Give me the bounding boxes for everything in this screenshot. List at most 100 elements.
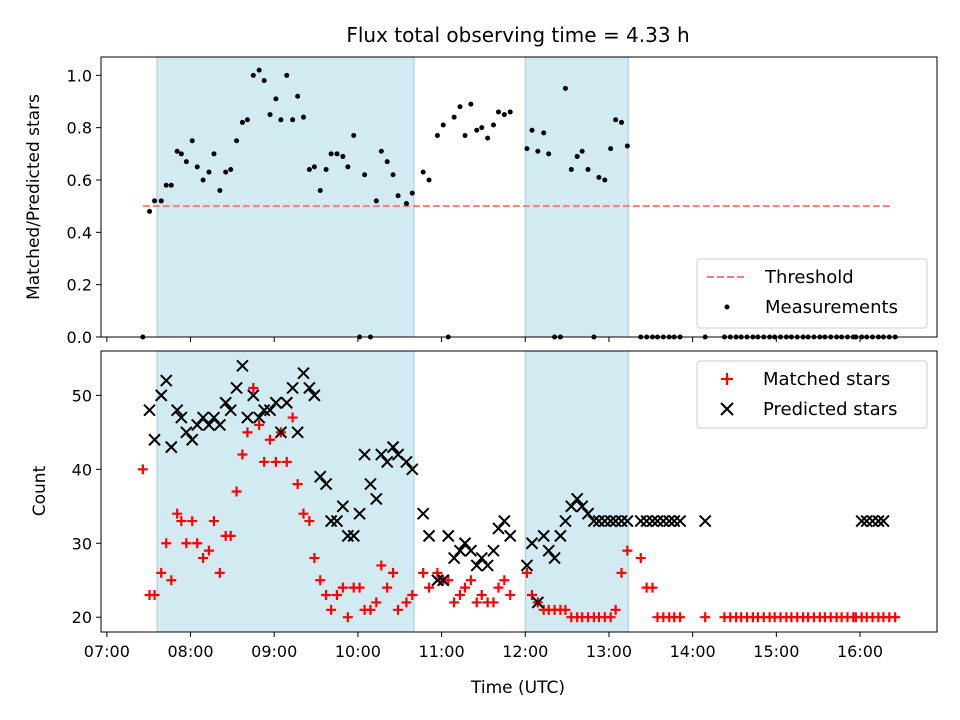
matched-star-point xyxy=(605,612,616,623)
matched-star-point xyxy=(616,567,627,578)
predicted-star-point xyxy=(866,514,879,528)
predicted-star-point xyxy=(587,514,601,528)
matched-star-point xyxy=(418,567,429,578)
predicted-star-point xyxy=(180,426,193,439)
predicted-star-point xyxy=(646,514,659,528)
measurement-point xyxy=(273,96,279,102)
legend-measurements-marker xyxy=(724,304,730,310)
predicted-star-point xyxy=(297,366,310,380)
predicted-star-point xyxy=(155,389,168,402)
measurement-point xyxy=(495,109,501,115)
top-panel-ylabel: Matched/Predicted stars xyxy=(24,94,44,300)
measurement-point xyxy=(323,167,329,173)
predicted-star-point xyxy=(406,463,419,476)
matched-star-point xyxy=(476,590,487,601)
measurement-point xyxy=(206,169,212,175)
matched-star-point xyxy=(137,464,148,475)
measurement-point xyxy=(168,182,174,188)
measurement-point xyxy=(284,72,290,78)
predicted-star-point xyxy=(314,470,327,483)
matched-star-point xyxy=(401,597,412,608)
predicted-star-point xyxy=(170,403,184,417)
predicted-star-point xyxy=(604,514,617,528)
matched-star-point xyxy=(393,604,404,615)
matched-star-point xyxy=(315,575,326,586)
measurement-point xyxy=(250,72,256,78)
matched-star-point xyxy=(225,530,236,541)
measurement-point xyxy=(409,190,415,196)
legend-predicted-marker xyxy=(720,402,734,416)
predicted-star-point xyxy=(186,433,199,446)
matched-star-point xyxy=(342,612,353,623)
measurement-point xyxy=(579,148,585,154)
predicted-star-point xyxy=(698,514,712,528)
predicted-star-point xyxy=(657,514,670,528)
bottom-panel-shading xyxy=(156,350,629,633)
x-tick-label: 10:00 xyxy=(335,642,381,661)
top-panel-y-axis: 0.0 0.2 0.4 0.6 0.8 1.0 xyxy=(67,66,101,347)
predicted-star-point xyxy=(353,507,366,520)
measurement-point xyxy=(485,135,491,141)
predicted-star-point xyxy=(213,418,227,432)
x-axis-label: Time (UTC) xyxy=(470,678,565,698)
predicted-star-point xyxy=(364,477,377,491)
matched-star-point xyxy=(610,604,621,615)
matched-star-point xyxy=(488,597,499,608)
measurement-point xyxy=(340,153,346,159)
matched-star-point xyxy=(254,419,265,430)
measurement-point xyxy=(490,122,496,128)
measurement-point xyxy=(217,187,223,193)
y-tick-label: 40 xyxy=(72,460,92,479)
matched-star-point xyxy=(493,582,504,593)
matched-star-point xyxy=(198,553,209,564)
predicted-star-point xyxy=(877,514,890,528)
matched-star-point xyxy=(647,582,658,593)
predicted-star-point xyxy=(537,529,550,543)
measurement-point xyxy=(596,174,602,180)
measurement-point xyxy=(529,127,535,133)
measurement-point xyxy=(608,146,614,152)
measurement-point xyxy=(158,198,164,204)
measurement-point xyxy=(562,85,568,91)
matched-star-point xyxy=(192,538,203,549)
matched-star-point xyxy=(443,575,454,586)
predicted-star-point xyxy=(422,529,436,543)
legend-measurements-label: Measurements xyxy=(765,297,898,318)
x-tick-label: 15:00 xyxy=(753,642,799,661)
predicted-star-point xyxy=(202,418,216,432)
legend-predicted-label: Predicted stars xyxy=(763,399,897,420)
measurement-point xyxy=(546,151,552,157)
predicted-star-point xyxy=(336,500,350,513)
matched-star-point xyxy=(526,590,537,601)
measurement-point xyxy=(602,177,608,183)
matched-star-point xyxy=(149,590,160,601)
predicted-star-point xyxy=(370,492,383,506)
matched-star-point xyxy=(848,612,859,623)
predicted-star-point xyxy=(386,440,400,454)
matched-star-point xyxy=(365,604,376,615)
matched-star-point xyxy=(354,582,365,593)
bottom-panel-legend: Matched stars Predicted stars xyxy=(696,360,928,429)
predicted-star-point xyxy=(554,529,567,543)
matched-star-point xyxy=(208,516,219,527)
shaded-interval xyxy=(524,56,629,338)
predicted-star-point xyxy=(207,411,221,424)
matched-star-point xyxy=(388,567,399,578)
matched-star-point xyxy=(298,508,309,519)
matched-star-point xyxy=(259,456,270,467)
measurement-point xyxy=(535,148,541,154)
x-tick-label: 08:00 xyxy=(167,642,213,661)
measurement-point xyxy=(256,67,262,73)
matched-star-point xyxy=(270,456,281,467)
predicted-star-point xyxy=(341,529,355,543)
matched-star-point xyxy=(382,582,393,593)
matched-star-point xyxy=(166,575,177,586)
y-tick-label: 20 xyxy=(72,608,92,627)
predicted-star-point xyxy=(570,492,584,506)
y-tick-label: 50 xyxy=(72,386,92,405)
measurement-point xyxy=(462,133,468,139)
measurement-point xyxy=(440,122,446,128)
measurement-point xyxy=(174,148,180,154)
y-tick-label: 0.6 xyxy=(67,171,92,190)
